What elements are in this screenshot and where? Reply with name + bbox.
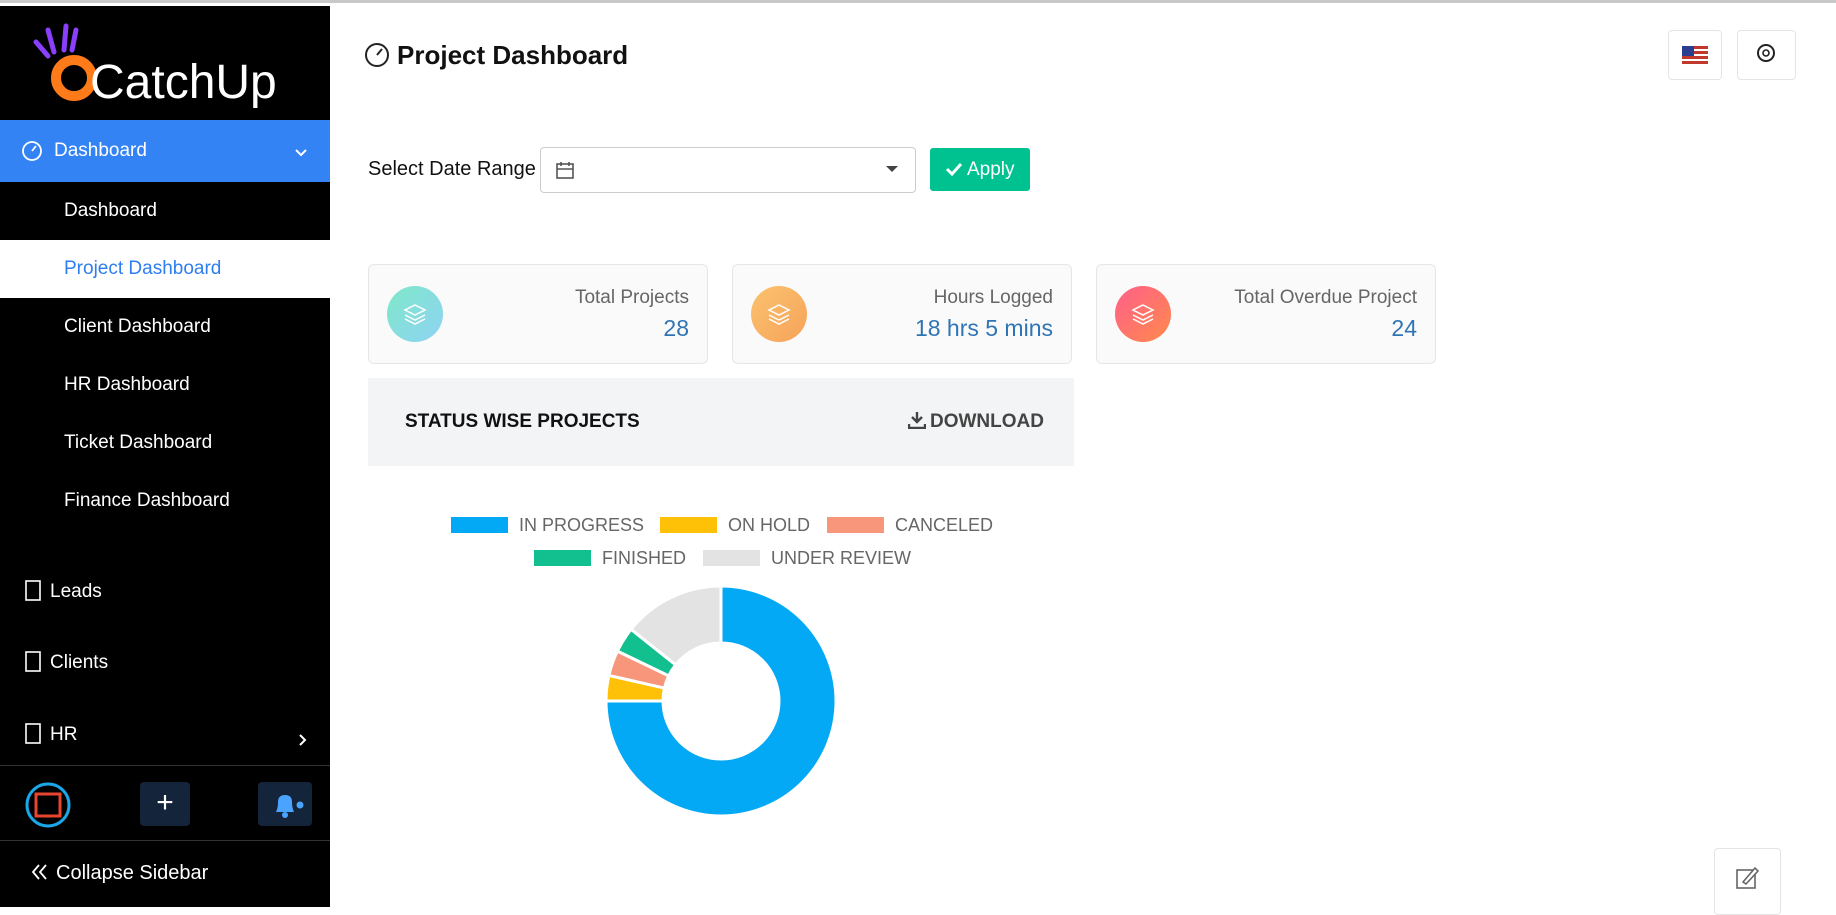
bell-icon <box>276 795 304 818</box>
stat-card: Total Overdue Project 24 <box>1096 264 1436 364</box>
donut-chart: IN PROGRESS ON HOLD CANCELED FINISHED UNDER … <box>451 515 993 818</box>
menu-item[interactable]: Clients <box>0 640 330 688</box>
card-glyph <box>1131 304 1155 325</box>
gauge-icon <box>22 141 42 161</box>
legend-label: ON HOLD <box>728 515 810 535</box>
submenu-label: HR Dashboard <box>64 374 190 395</box>
app-icon[interactable] <box>24 781 72 829</box>
menu-label: Leads <box>50 581 102 602</box>
submenu-label: Project Dashboard <box>64 258 222 279</box>
legend-label: IN PROGRESS <box>519 515 644 535</box>
calendar-icon <box>556 162 574 179</box>
date-range-input[interactable] <box>540 147 916 193</box>
dropdown-caret <box>886 166 898 172</box>
page-title: Project Dashboard <box>397 40 629 70</box>
language-button[interactable] <box>1668 30 1722 80</box>
panel-header: STATUS WISE PROJECTS DOWNLOAD <box>368 378 1074 466</box>
card-icon <box>387 286 443 342</box>
add-button[interactable]: + <box>140 782 190 826</box>
legend-swatch <box>451 517 508 533</box>
legend-label: CANCELED <box>895 515 993 535</box>
card-label: Hours Logged <box>933 287 1053 308</box>
submenu-label: Client Dashboard <box>64 316 211 337</box>
date-range-label: Select Date Range <box>368 158 536 180</box>
card-icon <box>751 286 807 342</box>
card-value: 28 <box>663 315 689 341</box>
menu-item[interactable]: Leads <box>0 569 330 617</box>
menu-icon <box>25 580 41 601</box>
legend-label: UNDER REVIEW <box>771 548 911 568</box>
chevron-down <box>295 149 307 157</box>
legend-swatch <box>703 550 760 566</box>
apply-label: Apply <box>967 159 1015 180</box>
card-glyph <box>403 304 427 325</box>
menu-label: Dashboard <box>54 140 147 161</box>
card-label: Total Projects <box>574 287 689 308</box>
collapse-icon <box>31 864 47 880</box>
card-value: 24 <box>1391 315 1417 341</box>
chevron-right <box>299 734 307 746</box>
sidebar: CatchUp Dashboard Dashboard Project Dashb… <box>0 6 330 907</box>
collapse-sidebar[interactable]: Collapse Sidebar <box>56 862 209 884</box>
logo-ring <box>51 55 97 101</box>
card-icon <box>1115 286 1171 342</box>
submenu-label: Dashboard <box>64 200 157 221</box>
logo-rays <box>33 23 79 59</box>
donut-slice <box>604 584 838 818</box>
donut-slice <box>628 584 723 667</box>
stat-card: Hours Logged 18 hrs 5 mins <box>732 264 1072 364</box>
menu-active[interactable]: Dashboard <box>0 120 330 182</box>
submenu-label: Finance Dashboard <box>64 490 230 511</box>
settings-button[interactable] <box>1737 30 1796 80</box>
card-label: Total Overdue Project <box>1234 287 1417 308</box>
menu-icon <box>25 651 41 672</box>
logo: CatchUp <box>33 23 277 109</box>
submenu-label: Ticket Dashboard <box>64 432 213 453</box>
notification-button[interactable] <box>258 782 312 826</box>
flag-icon <box>1682 46 1708 64</box>
submenu-item[interactable]: Finance Dashboard <box>0 472 330 530</box>
menu-icon <box>25 723 41 744</box>
legend-swatch <box>534 550 591 566</box>
download-icon <box>908 412 926 429</box>
menu-label: HR <box>50 724 78 745</box>
divider <box>0 840 330 841</box>
edit-icon <box>1736 866 1760 889</box>
divider <box>0 765 330 766</box>
submenu-item[interactable]: Project Dashboard <box>0 240 330 298</box>
panel-title: STATUS WISE PROJECTS <box>405 411 640 432</box>
legend-swatch <box>660 517 717 533</box>
download-button[interactable]: DOWNLOAD <box>930 411 1044 432</box>
legend-swatch <box>827 517 884 533</box>
submenu-item[interactable]: Dashboard <box>0 182 330 240</box>
submenu-item[interactable]: Ticket Dashboard <box>0 414 330 472</box>
menu-label: Clients <box>50 652 109 673</box>
legend-label: FINISHED <box>602 548 686 568</box>
submenu-item[interactable]: HR Dashboard <box>0 356 330 414</box>
check-icon <box>946 162 962 176</box>
submenu-item[interactable]: Client Dashboard <box>0 298 330 356</box>
edit-button[interactable] <box>1714 848 1781 915</box>
stat-card: Total Projects 28 <box>368 264 708 364</box>
logo-text: CatchUp <box>90 56 277 109</box>
menu-item[interactable]: HR <box>0 712 330 760</box>
gear-icon <box>1757 44 1775 62</box>
apply-button[interactable]: Apply <box>930 148 1030 191</box>
card-glyph <box>767 304 791 325</box>
gauge-icon <box>365 43 389 67</box>
card-value: 18 hrs 5 mins <box>914 315 1053 341</box>
